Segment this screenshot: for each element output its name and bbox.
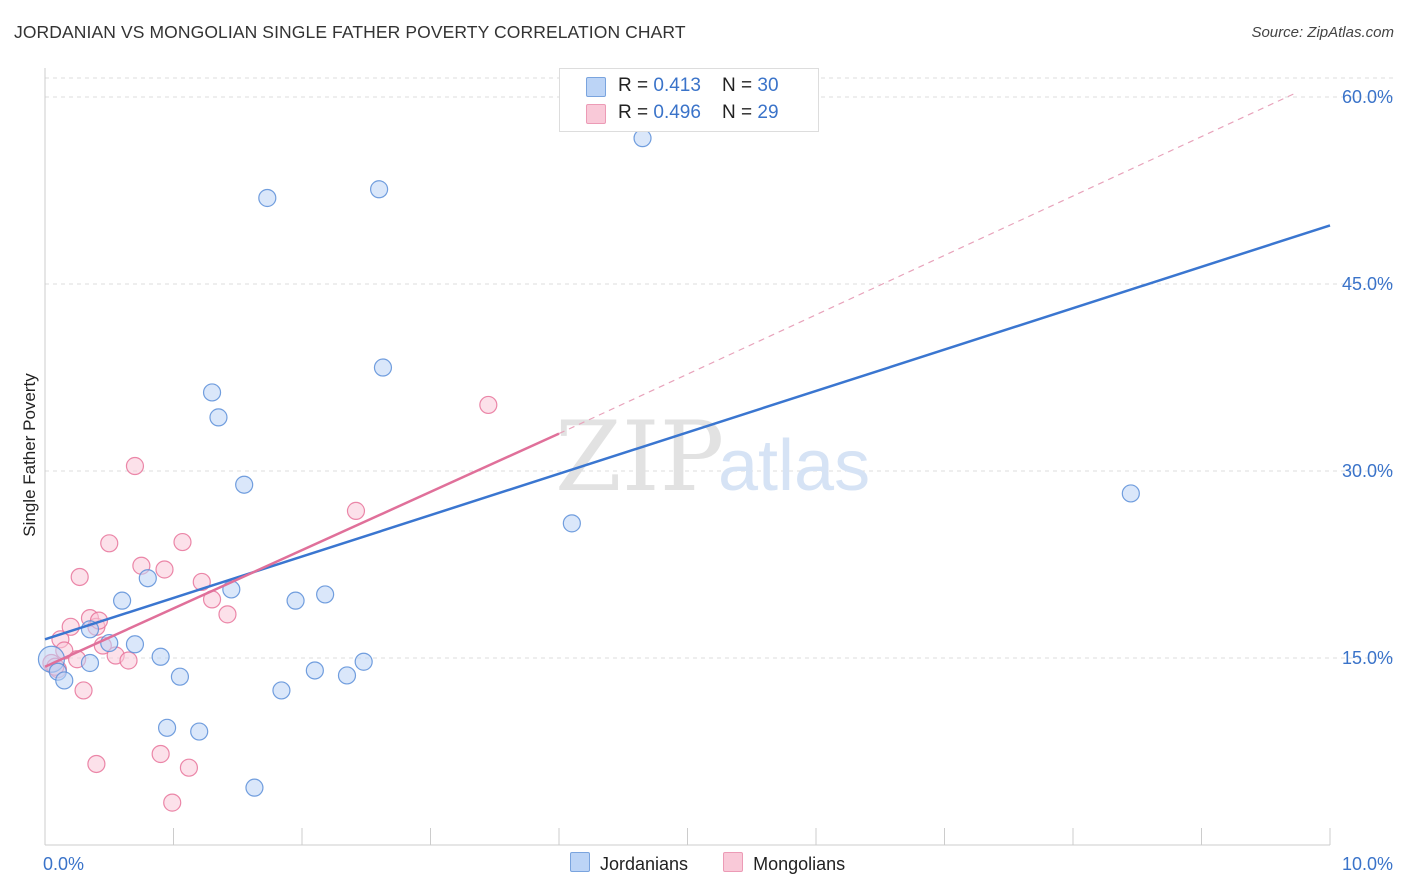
jordanian-point xyxy=(112,591,132,610)
jordanian-point xyxy=(316,585,335,604)
y-tick-label: 15.0% xyxy=(1342,648,1393,668)
mongolians-swatch xyxy=(723,852,744,872)
series-legend: Jordanians Mongolians xyxy=(570,852,875,875)
chart-title: JORDANIAN VS MONGOLIAN SINGLE FATHER POV… xyxy=(14,22,686,42)
x-tick-label: 10.0% xyxy=(1342,854,1393,874)
mongolian-point xyxy=(70,567,89,587)
mongolian-point xyxy=(179,758,199,777)
mongolian-point xyxy=(163,793,182,812)
trend-lines xyxy=(44,91,1331,668)
mongolians-trend-line xyxy=(44,432,560,668)
mongolian-point xyxy=(173,532,192,552)
source-label: Source: ZipAtlas.com xyxy=(1251,24,1394,41)
jordanian-point xyxy=(157,718,177,737)
mongolian-point xyxy=(218,605,237,624)
jordanian-point xyxy=(125,635,145,654)
mongolian-point xyxy=(151,744,170,764)
jordanian-point xyxy=(138,569,157,588)
r-label: R = xyxy=(618,102,654,123)
jordanian-point xyxy=(562,514,581,533)
mongolian-point xyxy=(87,754,106,774)
grid-lines xyxy=(45,77,1395,659)
jordanian-point xyxy=(55,671,74,690)
r-label: R = xyxy=(618,75,654,96)
jordanians-swatch xyxy=(586,77,606,97)
jordanian-point xyxy=(354,652,373,671)
n-label: N = xyxy=(722,102,758,123)
correlation-legend: R = 0.413 N = 30 R = 0.496 N = 29 xyxy=(559,68,819,132)
n-value: 30 xyxy=(757,75,779,96)
legend-label-mongolians: Mongolians xyxy=(753,854,846,874)
jordanian-point xyxy=(305,661,324,680)
legend-item-jordanians: Jordanians xyxy=(570,852,688,875)
mongolians-swatch xyxy=(586,104,606,124)
watermark-atlas: atlas xyxy=(718,426,870,506)
n-value: 29 xyxy=(757,102,779,123)
jordanian-point xyxy=(337,666,357,685)
tick-labels: 15.0% 30.0% 45.0% 60.0% 0.0% 10.0% xyxy=(43,87,1393,874)
jordanian-point xyxy=(633,129,652,148)
jordanian-point xyxy=(80,653,100,673)
mongolians-trend-extension xyxy=(558,91,1299,435)
mongolian-point xyxy=(155,560,174,579)
mongolian-point xyxy=(479,395,498,415)
jordanian-point xyxy=(1121,484,1140,503)
jordanian-point xyxy=(286,591,305,610)
jordanians-swatch xyxy=(570,852,590,872)
mongolian-point xyxy=(119,651,138,670)
y-tick-label: 30.0% xyxy=(1342,461,1393,481)
legend-label-jordanians: Jordanians xyxy=(600,854,689,874)
jordanian-point xyxy=(190,722,209,741)
jordanian-point xyxy=(170,667,190,686)
watermark-zip: ZIP xyxy=(555,401,724,513)
jordanian-point xyxy=(272,681,291,700)
mongolian-point xyxy=(100,534,119,553)
y-tick-label: 60.0% xyxy=(1342,87,1393,107)
jordanian-point xyxy=(370,180,389,199)
y-tick-label: 45.0% xyxy=(1342,274,1393,294)
n-label: N = xyxy=(722,75,758,96)
jordanian-point xyxy=(202,383,222,402)
r-value: 0.496 xyxy=(653,102,701,123)
axes xyxy=(44,68,1331,846)
jordanians-trend-line xyxy=(44,224,1331,641)
mongolian-point xyxy=(74,681,93,700)
jordanian-point xyxy=(235,475,254,494)
r-value: 0.413 xyxy=(653,75,701,96)
mongolian-point xyxy=(346,501,366,520)
x-tick-label: 0.0% xyxy=(43,854,84,874)
mongolian-point xyxy=(125,456,145,476)
jordanian-point xyxy=(373,358,393,377)
jordanian-point xyxy=(209,408,228,427)
jordanian-point xyxy=(151,647,170,666)
jordanian-point xyxy=(258,188,277,208)
watermark: ZIP atlas xyxy=(555,401,870,513)
jordanian-point xyxy=(245,778,264,797)
legend-item-mongolians: Mongolians xyxy=(723,852,845,875)
